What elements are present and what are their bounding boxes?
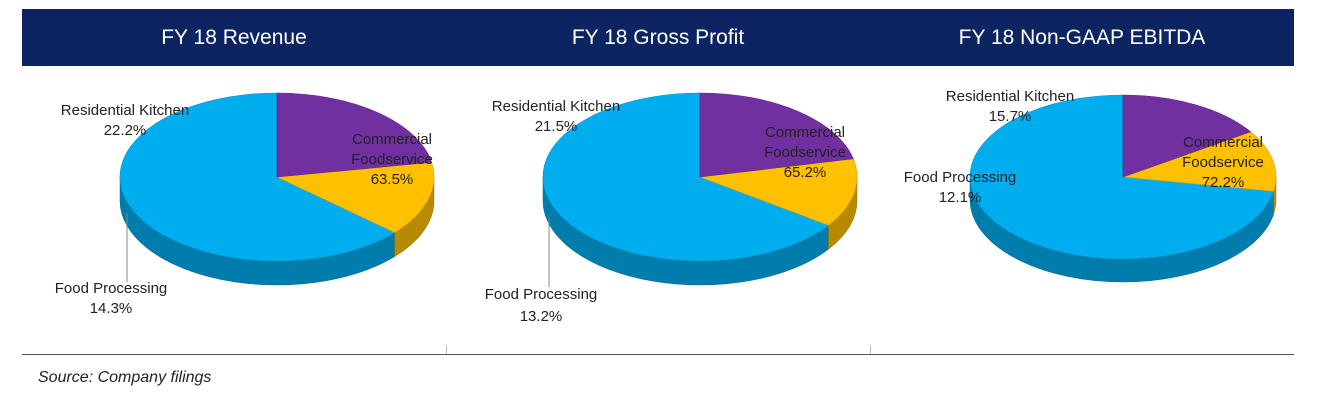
pie-slice-commercial-foodservice bbox=[542, 92, 830, 262]
pie-slice-residential-kitchen bbox=[276, 92, 432, 178]
pie-chart-3: Commercial Foodservice 72.2% Food Processin… bbox=[904, 88, 1277, 283]
pie-slice-commercial-foodservice bbox=[119, 92, 396, 262]
pie-slice-commercial-foodservice bbox=[969, 94, 1275, 260]
chart-title: FY 18 Non-GAAP EBITDA bbox=[958, 25, 1206, 49]
pie-slice-residential-kitchen bbox=[1122, 94, 1252, 178]
pie-slice-food-processing bbox=[1122, 131, 1277, 192]
pie-chart-2: Commercial Foodservice 65.2% Food Processin… bbox=[485, 92, 858, 325]
panel-divider bbox=[446, 345, 447, 355]
header-ebitda: FY 18 Non-GAAP EBITDA bbox=[870, 9, 1294, 66]
data-label-food-processing: Food Processing 13.2% bbox=[485, 286, 598, 325]
data-label-food-processing: Food Processing 12.1% bbox=[904, 169, 1017, 206]
data-label-residential-kitchen: Residential Kitchen 15.7% bbox=[946, 88, 1074, 125]
header-revenue: FY 18 Revenue bbox=[22, 9, 446, 66]
data-label-commercial-foodservice: Commercial Foodservice 72.2% bbox=[1182, 134, 1264, 191]
bottom-rule bbox=[22, 354, 1294, 355]
data-label-commercial-foodservice: Commercial Foodservice 63.5% bbox=[351, 131, 433, 188]
pie-slice-food-processing bbox=[699, 158, 858, 226]
data-label-commercial-foodservice: Commercial Foodservice 65.2% bbox=[764, 124, 846, 181]
data-label-food-processing: Food Processing 14.3% bbox=[55, 280, 168, 317]
pie-chart-1: Commercial Foodservice 63.5% Food Processin… bbox=[55, 92, 435, 317]
data-label-residential-kitchen: Residential Kitchen 22.2% bbox=[61, 102, 189, 139]
header-gross-profit: FY 18 Gross Profit bbox=[446, 9, 870, 66]
chart-title: FY 18 Revenue bbox=[161, 25, 307, 49]
pie-slice-food-processing bbox=[275, 161, 435, 233]
pie-slice-residential-kitchen bbox=[699, 92, 854, 178]
panel-divider bbox=[870, 345, 871, 355]
data-label-residential-kitchen: Residential Kitchen 21.5% bbox=[492, 98, 620, 135]
chart-title: FY 18 Gross Profit bbox=[571, 25, 745, 49]
source-note: Source: Company filings bbox=[38, 369, 212, 386]
